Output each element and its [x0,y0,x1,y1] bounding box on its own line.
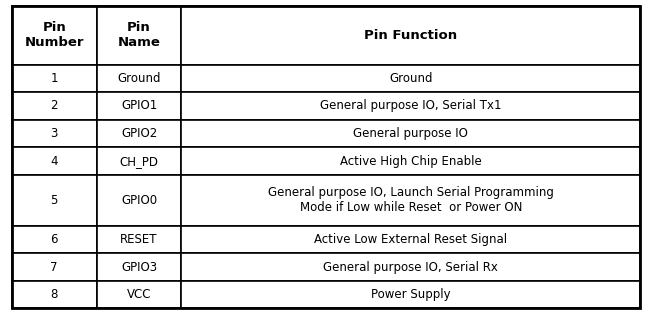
Bar [181,147,640,175]
Bar [96,226,181,253]
Text: CH_PD: CH_PD [119,154,158,168]
Text: GPIO1: GPIO1 [121,100,157,112]
Bar [12,6,96,65]
Bar [181,281,640,308]
Bar [96,65,181,92]
Text: 8: 8 [50,288,58,301]
Text: Pin
Name: Pin Name [117,21,160,49]
Text: GPIO3: GPIO3 [121,261,157,273]
Bar [12,281,96,308]
Bar [181,226,640,253]
Bar [12,226,96,253]
Bar [96,281,181,308]
Bar [96,147,181,175]
Text: Active Low External Reset Signal: Active Low External Reset Signal [314,233,507,246]
Text: 3: 3 [50,127,58,140]
Bar [181,253,640,281]
Text: VCC: VCC [126,288,151,301]
Bar [181,65,640,92]
Bar [12,92,96,120]
Text: RESET: RESET [120,233,158,246]
Bar [181,6,640,65]
Bar [12,147,96,175]
Bar [12,175,96,226]
Text: 4: 4 [50,154,58,168]
Text: Active High Chip Enable: Active High Chip Enable [340,154,482,168]
Bar [12,65,96,92]
Text: 1: 1 [50,72,58,85]
Text: 7: 7 [50,261,58,273]
Bar [181,175,640,226]
Text: 5: 5 [50,194,58,207]
Bar [12,253,96,281]
Bar [181,120,640,147]
Text: Ground: Ground [117,72,161,85]
Text: Power Supply: Power Supply [371,288,451,301]
Text: General purpose IO, Serial Rx: General purpose IO, Serial Rx [323,261,498,273]
Text: GPIO0: GPIO0 [121,194,157,207]
Bar [96,6,181,65]
Bar [96,120,181,147]
Text: Pin
Number: Pin Number [24,21,84,49]
Text: Pin Function: Pin Function [364,29,458,42]
Text: 6: 6 [50,233,58,246]
Text: General purpose IO: General purpose IO [353,127,468,140]
Text: 2: 2 [50,100,58,112]
Text: Ground: Ground [389,72,432,85]
Bar [96,92,181,120]
Bar [96,175,181,226]
Bar [12,120,96,147]
Text: General purpose IO, Serial Tx1: General purpose IO, Serial Tx1 [320,100,501,112]
Text: General purpose IO, Launch Serial Programming
Mode if Low while Reset  or Power : General purpose IO, Launch Serial Progra… [268,186,554,214]
Text: GPIO2: GPIO2 [121,127,157,140]
Bar [96,253,181,281]
Bar [181,92,640,120]
